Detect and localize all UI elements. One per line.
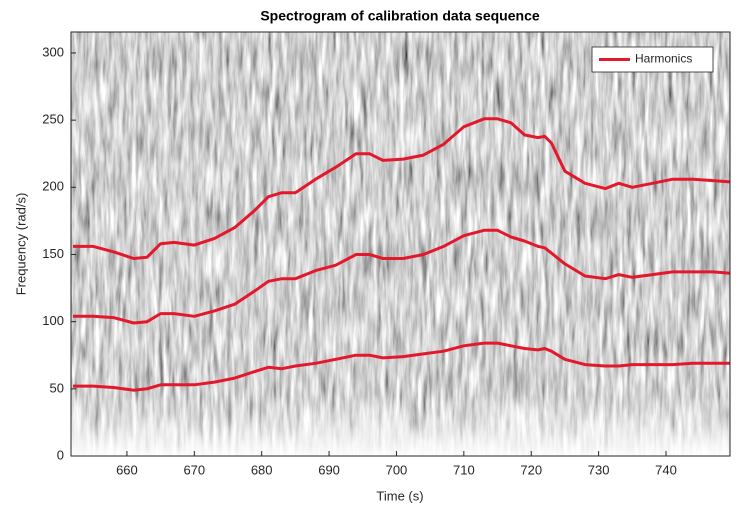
- y-tick-label: 100: [42, 313, 64, 328]
- x-tick-label: 680: [251, 462, 273, 477]
- y-tick-label: 300: [42, 44, 64, 59]
- y-axis-label: Frequency (rad/s): [13, 193, 28, 296]
- harmonic-line: [73, 341, 730, 392]
- x-tick-label: 730: [588, 462, 610, 477]
- y-tick-label: 0: [57, 447, 64, 462]
- legend-label: Harmonics: [635, 52, 692, 66]
- x-tick-label: 670: [183, 462, 205, 477]
- x-tick-label: 700: [386, 462, 408, 477]
- y-tick-label: 150: [42, 246, 64, 261]
- x-tick-label: 710: [453, 462, 475, 477]
- y-tick-label: 250: [42, 112, 64, 127]
- x-axis-label: Time (s): [376, 488, 423, 503]
- chart-title: Spectrogram of calibration data sequence: [260, 8, 540, 24]
- y-tick-label: 50: [50, 380, 64, 395]
- y-tick-label: 200: [42, 179, 64, 194]
- axes-box: [70, 31, 731, 457]
- harmonic-line: [73, 228, 730, 325]
- x-tick-label: 740: [655, 462, 677, 477]
- x-tick-label: 660: [116, 462, 138, 477]
- x-tick-label: 690: [318, 462, 340, 477]
- x-tick-label: 720: [520, 462, 542, 477]
- plot-lines: [73, 117, 730, 392]
- harmonic-line: [73, 117, 730, 260]
